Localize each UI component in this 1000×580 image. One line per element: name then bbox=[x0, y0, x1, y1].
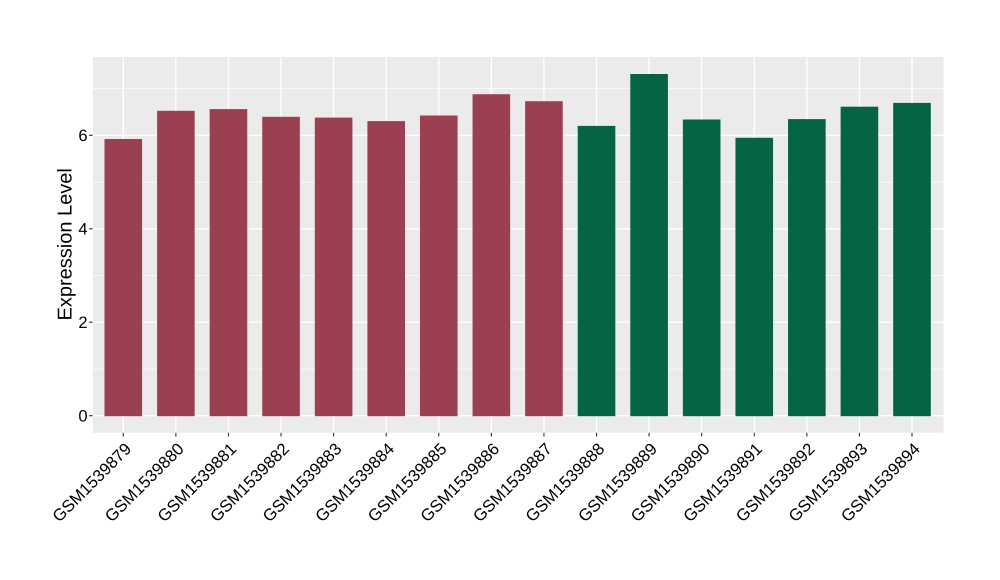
svg-text:0: 0 bbox=[78, 407, 87, 425]
svg-text:2: 2 bbox=[78, 314, 87, 332]
svg-text:6: 6 bbox=[78, 127, 87, 145]
svg-text:Expression Level: Expression Level bbox=[55, 168, 77, 320]
svg-text:4: 4 bbox=[78, 221, 87, 239]
